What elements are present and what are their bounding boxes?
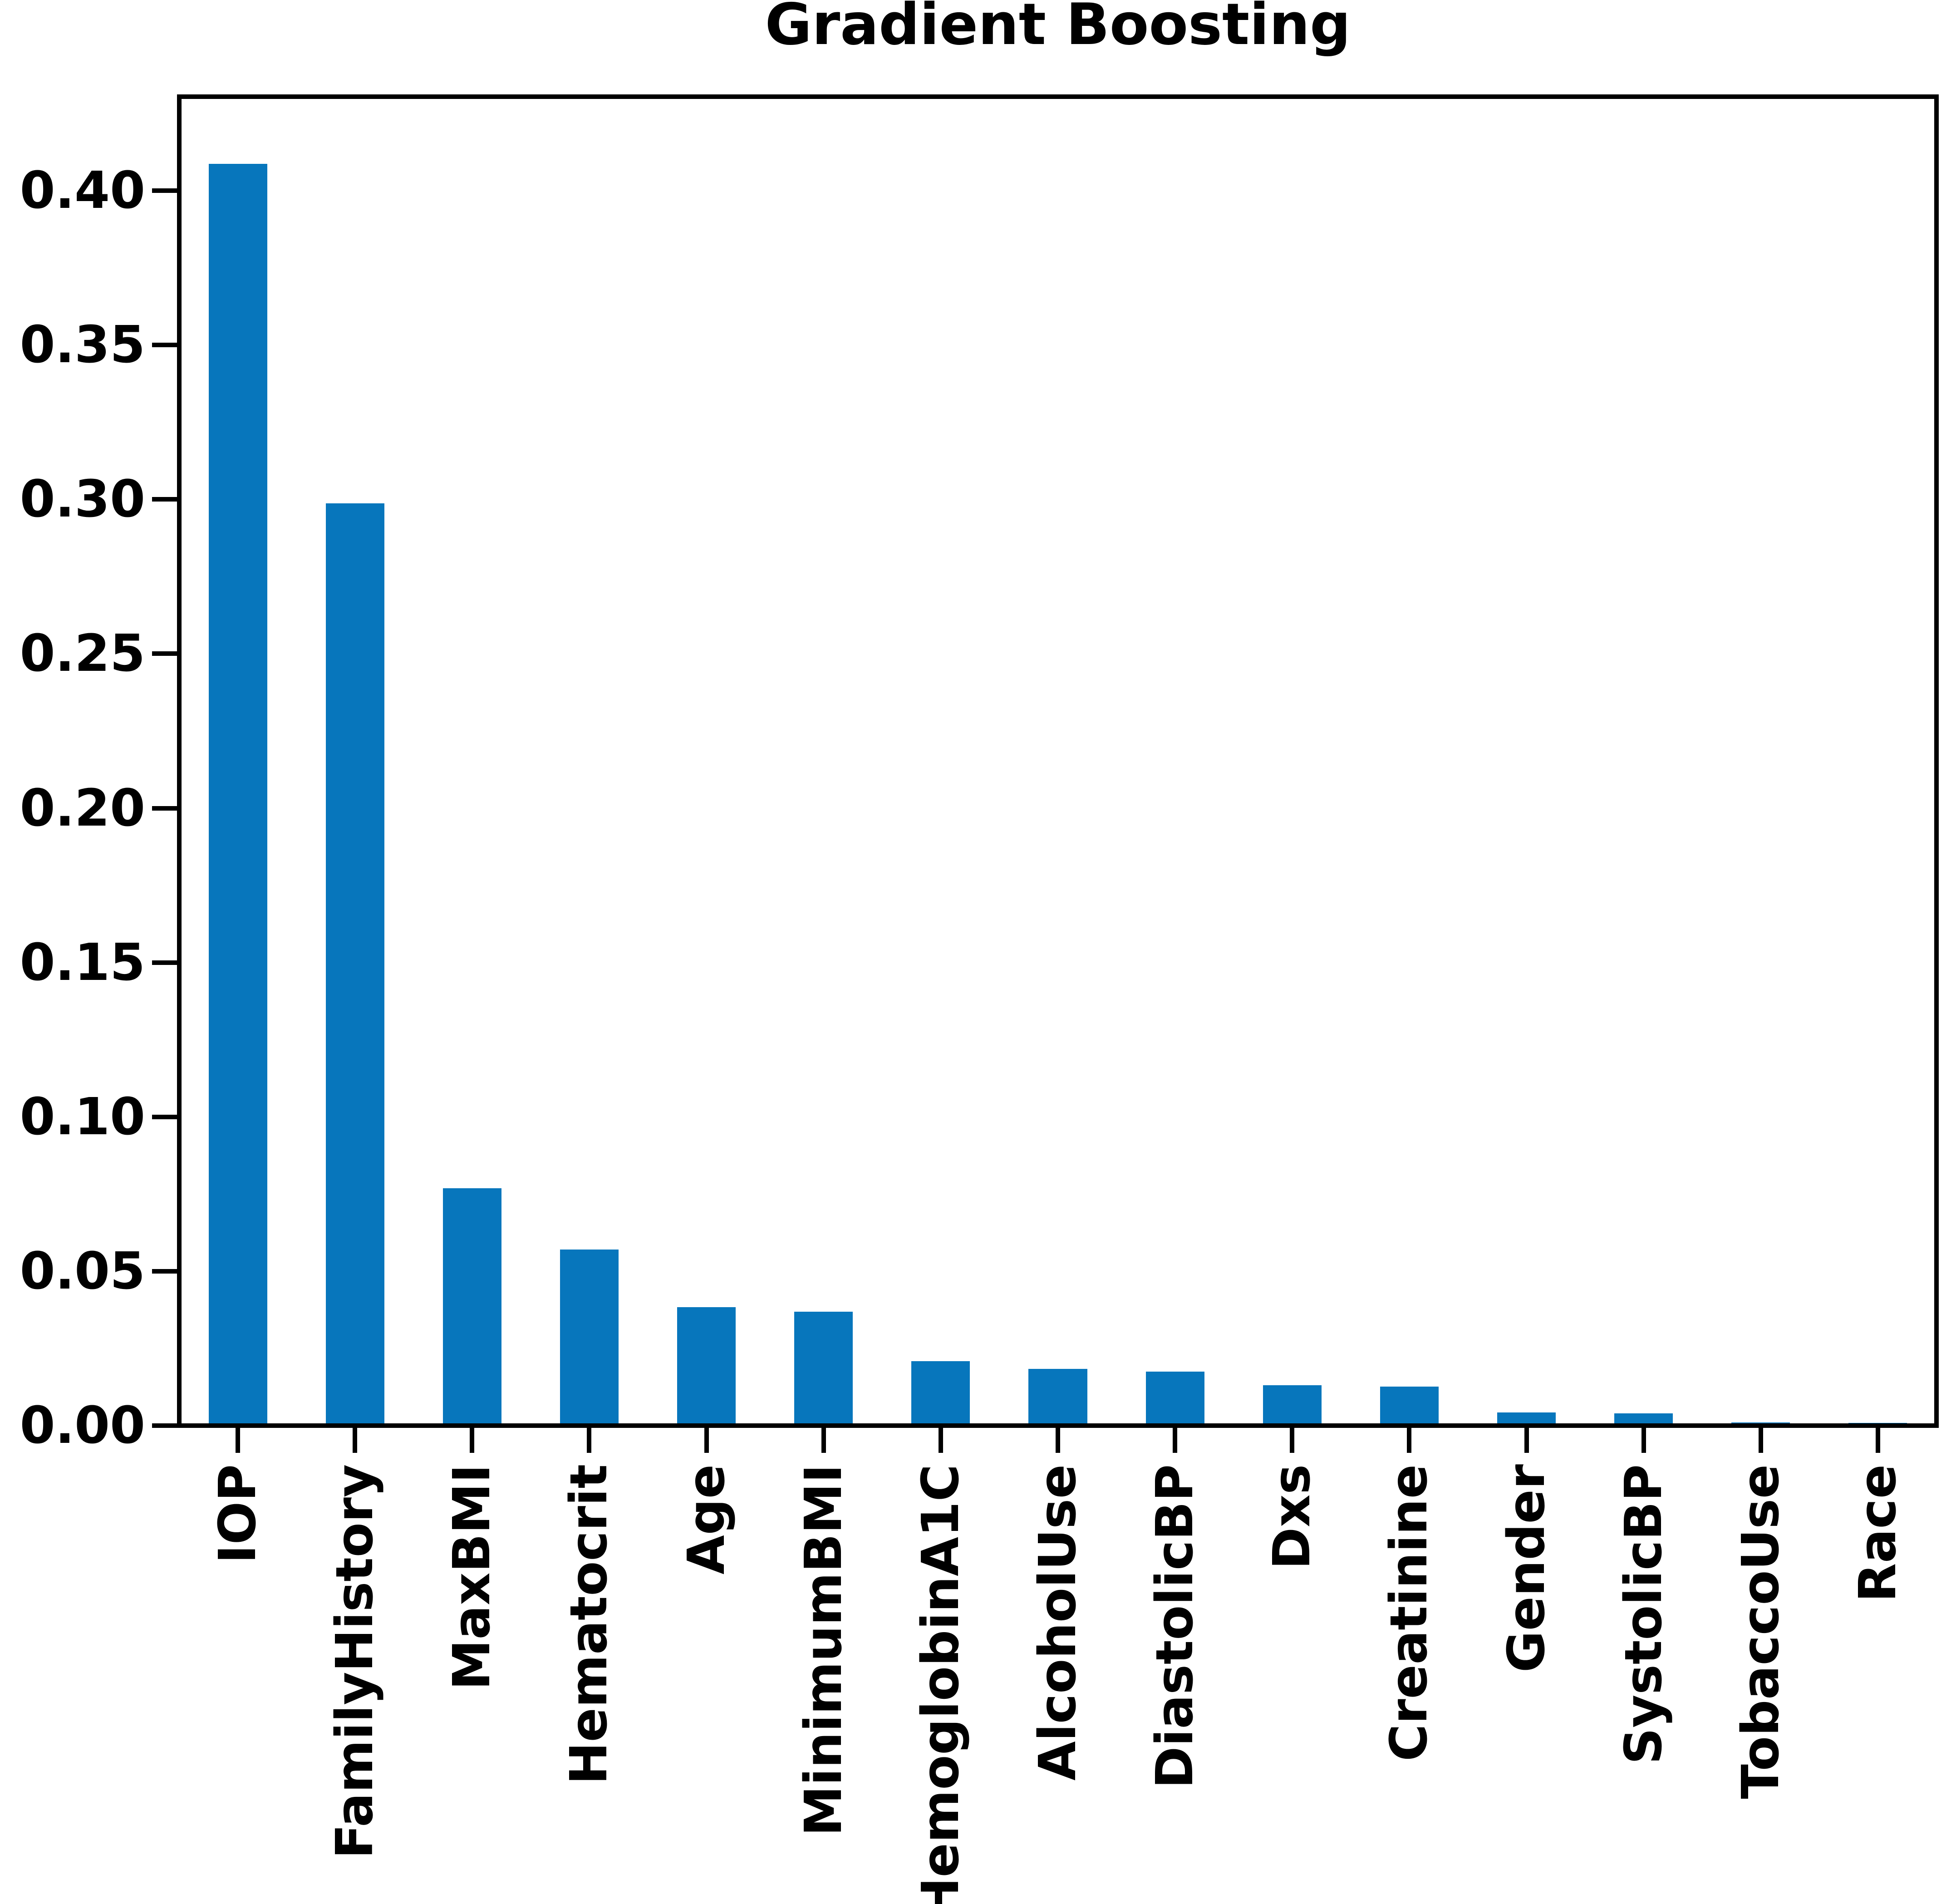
plot-area-border (177, 94, 1939, 1428)
x-tick-mark (353, 1428, 358, 1453)
chart-title: Gradient Boosting (765, 0, 1351, 58)
x-tick-mark (1758, 1428, 1763, 1453)
bar-Creatinine (1380, 1387, 1439, 1423)
x-tick-label: MaxBMI (442, 1464, 502, 1690)
y-tick-mark (152, 1423, 177, 1428)
x-tick-label: MinimumBMI (794, 1464, 853, 1836)
x-tick-label: DiastolicBP (1145, 1464, 1205, 1789)
y-tick-label: 0.30 (20, 470, 145, 529)
x-tick-label: Race (1848, 1464, 1907, 1603)
bar-Hematocrit (560, 1250, 619, 1423)
x-tick-mark (587, 1428, 592, 1453)
bar-SystolicBP (1614, 1413, 1673, 1423)
bar-Dxs (1263, 1385, 1322, 1423)
y-tick-label: 0.10 (20, 1087, 145, 1146)
bar-TobaccoUse (1731, 1422, 1790, 1423)
x-tick-label: Dxs (1263, 1464, 1322, 1569)
y-tick-label: 0.05 (20, 1241, 145, 1301)
x-tick-label: Gender (1497, 1464, 1556, 1673)
bar-IOP (208, 164, 267, 1423)
y-tick-mark (152, 651, 177, 656)
x-tick-mark (1641, 1428, 1646, 1453)
x-tick-mark (821, 1428, 826, 1453)
bar-FamilyHistory (325, 503, 384, 1423)
bar-Gender (1497, 1412, 1556, 1423)
x-tick-label: IOP (208, 1464, 268, 1564)
x-tick-mark (1173, 1428, 1178, 1453)
x-tick-mark (1290, 1428, 1295, 1453)
y-tick-label: 0.35 (20, 315, 145, 375)
y-tick-mark (152, 188, 177, 193)
x-tick-mark (470, 1428, 475, 1453)
bar-HemoglobinA1C (911, 1361, 970, 1423)
x-tick-mark (1407, 1428, 1412, 1453)
x-tick-label: Hematocrit (560, 1464, 619, 1785)
bar-Age (677, 1307, 736, 1423)
y-tick-mark (152, 960, 177, 965)
x-tick-label: HemoglobinA1C (911, 1464, 970, 1904)
bar-DiastolicBP (1145, 1372, 1204, 1423)
y-tick-label: 0.00 (20, 1396, 145, 1455)
x-tick-mark (938, 1428, 943, 1453)
bar-MaxBMI (442, 1188, 501, 1423)
y-tick-mark (152, 1269, 177, 1274)
x-tick-mark (1524, 1428, 1529, 1453)
bar-AlcoholUse (1028, 1369, 1087, 1423)
y-tick-label: 0.20 (20, 778, 145, 838)
y-tick-mark (152, 806, 177, 811)
y-tick-mark (152, 343, 177, 348)
x-tick-label: SystolicBP (1614, 1464, 1673, 1765)
y-tick-label: 0.15 (20, 933, 145, 992)
x-tick-mark (236, 1428, 241, 1453)
x-tick-label: FamilyHistory (325, 1464, 385, 1859)
y-tick-label: 0.25 (20, 624, 145, 684)
y-tick-mark (152, 497, 177, 502)
x-tick-mark (1875, 1428, 1880, 1453)
x-tick-mark (1056, 1428, 1060, 1453)
x-tick-label: AlcoholUse (1028, 1464, 1087, 1781)
bar-MinimumBMI (794, 1312, 853, 1423)
x-tick-mark (704, 1428, 709, 1453)
y-tick-mark (152, 1114, 177, 1119)
x-tick-label: Age (677, 1464, 736, 1574)
y-tick-label: 0.40 (20, 161, 145, 220)
x-tick-label: Creatinine (1380, 1464, 1439, 1761)
x-tick-label: TobaccoUse (1731, 1464, 1790, 1799)
